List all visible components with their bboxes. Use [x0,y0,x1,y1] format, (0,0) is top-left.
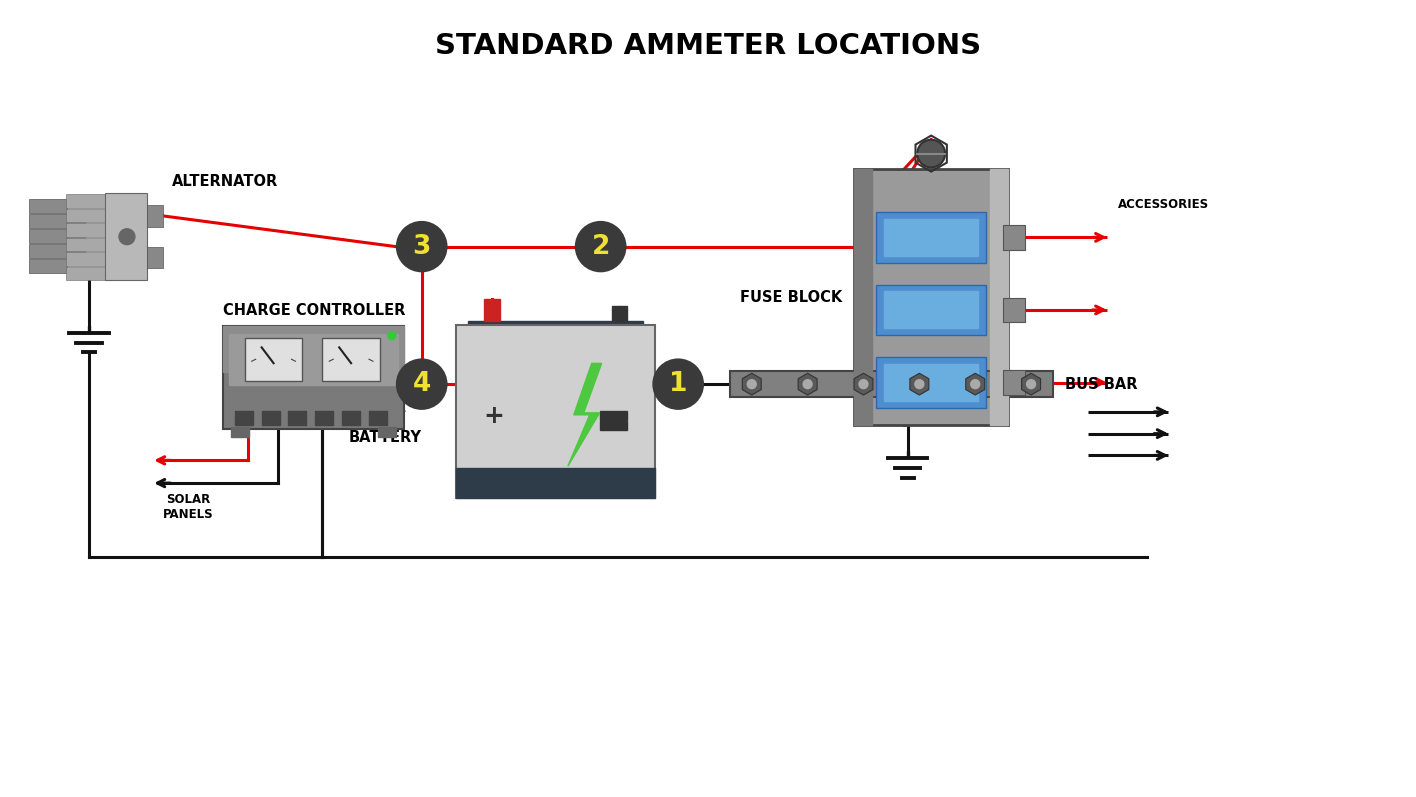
Circle shape [748,379,756,389]
Bar [229,334,398,386]
Circle shape [388,332,396,340]
Bar [65,267,105,281]
Bar [1004,226,1025,249]
Bar [147,246,163,269]
Bar [469,321,643,351]
Polygon shape [1021,373,1041,395]
Bar [323,338,379,382]
Circle shape [653,359,704,410]
Bar [1004,298,1025,322]
Bar [65,252,105,265]
Bar [612,305,627,321]
Bar [370,411,387,425]
Text: BATTERY: BATTERY [348,430,422,445]
Polygon shape [854,373,872,395]
Bar [105,193,147,281]
Bar [456,469,656,498]
Bar [231,426,249,437]
Bar [65,194,105,208]
Text: ACCESSORIES: ACCESSORIES [1117,198,1209,210]
Bar [484,299,500,321]
Bar [65,209,105,222]
Text: 4: 4 [412,371,430,397]
Circle shape [860,379,868,389]
Circle shape [803,379,813,389]
Bar [262,411,279,425]
Text: 2: 2 [592,234,610,260]
Bar [65,223,105,237]
Bar [289,411,306,425]
Bar [456,325,656,498]
Text: STANDARD AMMETER LOCATIONS: STANDARD AMMETER LOCATIONS [435,32,981,60]
Bar [28,244,67,258]
Circle shape [119,229,135,245]
Bar [877,285,987,336]
Text: ALTERNATOR: ALTERNATOR [173,175,279,189]
Bar [28,230,67,243]
Bar [884,292,978,328]
Bar [67,213,85,258]
Text: SOLAR
PANELS: SOLAR PANELS [163,493,214,521]
Bar [877,212,987,263]
Bar [222,326,404,372]
Bar [378,426,396,437]
Bar [245,338,303,382]
Circle shape [971,379,980,389]
Polygon shape [742,373,762,395]
Bar [854,170,872,425]
Bar [729,371,1054,397]
Bar [235,411,252,425]
Bar [147,205,163,227]
Bar [990,170,1008,425]
Polygon shape [799,373,817,395]
Polygon shape [568,363,602,466]
Text: 3: 3 [412,234,430,260]
Polygon shape [910,373,929,395]
Bar [222,326,404,429]
Bar [884,219,978,256]
Circle shape [396,221,447,273]
Bar [877,357,987,408]
Bar [28,259,67,273]
Bar [65,238,105,251]
Bar [343,411,360,425]
Text: FUSE BLOCK: FUSE BLOCK [741,289,843,304]
Bar [599,422,627,430]
Text: BUS BAR: BUS BAR [1065,377,1137,391]
Text: +: + [484,404,504,428]
Bar [28,199,67,213]
Bar [1004,371,1025,395]
Text: 1: 1 [668,371,687,397]
Polygon shape [966,373,984,395]
Circle shape [915,379,923,389]
Circle shape [918,139,944,167]
Circle shape [396,359,447,410]
Circle shape [575,221,626,273]
Bar [884,364,978,401]
Bar [28,214,67,228]
Bar [854,170,1008,425]
Circle shape [1027,379,1035,389]
Text: CHARGE CONTROLLER: CHARGE CONTROLLER [222,303,405,318]
Bar [599,411,627,420]
Bar [316,411,333,425]
